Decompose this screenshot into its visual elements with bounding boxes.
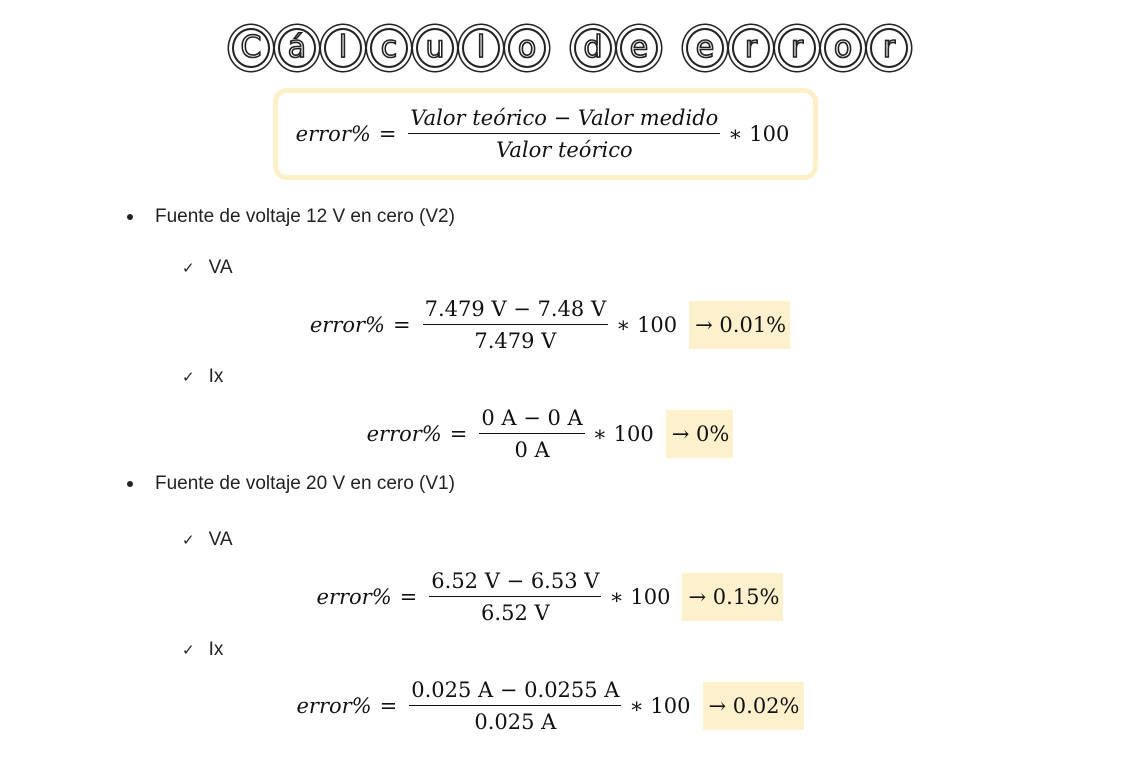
equation-lhs: error% [366, 422, 442, 446]
title-letter: e [686, 28, 724, 68]
equation: error% = 6.52 V − 6.53 V 6.52 V ∗ 100 → … [317, 569, 784, 625]
fraction-numerator: Valor teórico − Valor medido [408, 106, 721, 134]
times-100: ∗ 100 [616, 313, 678, 337]
check-icon: ✓ [182, 368, 195, 386]
title-letter: r [732, 28, 770, 68]
fraction: 7.479 V − 7.48 V 7.479 V [422, 297, 609, 353]
title-letter: e [620, 28, 658, 68]
title-word-2: d e [571, 28, 661, 68]
check-icon: ✓ [182, 531, 195, 549]
check-item: ✓ VA [182, 257, 233, 279]
title-letter: l [324, 28, 362, 68]
fraction: 6.52 V − 6.53 V 6.52 V [429, 569, 602, 625]
equals-sign: = [449, 422, 468, 446]
title-word-1: C á l c u l o [229, 28, 549, 68]
equation: error% = 0 A − 0 A 0 A ∗ 100 → 0% [367, 406, 734, 462]
equation-row: error% = 7.479 V − 7.48 V 7.479 V ∗ 100 … [0, 297, 1100, 353]
formula-lhs: error% [295, 122, 371, 146]
equals-sign: = [393, 313, 411, 337]
title-letter: l [462, 28, 500, 68]
fraction: 0 A − 0 A 0 A [479, 406, 585, 462]
formula-box: error% = Valor teórico − Valor medido Va… [273, 88, 818, 180]
section-label: Fuente de voltaje 20 V en cero (V1) [155, 473, 455, 494]
equation-lhs: error% [309, 313, 385, 337]
fraction-denominator: Valor teórico [496, 138, 633, 162]
bullet-dot-icon [127, 481, 133, 487]
title-letter: o [508, 28, 546, 68]
fraction-numerator: 7.479 V − 7.48 V [422, 297, 609, 325]
title-letter: á [278, 28, 316, 68]
check-icon: ✓ [182, 259, 195, 277]
fraction: Valor teórico − Valor medido Valor teóri… [408, 106, 721, 162]
equation: error% = 7.479 V − 7.48 V 7.479 V ∗ 100 … [309, 297, 791, 353]
title-letter: u [416, 28, 454, 68]
equation: error% = 0.025 A − 0.0255 A 0.025 A ∗ 10… [297, 678, 804, 734]
title-letter: c [370, 28, 408, 68]
equals-sign: = [378, 122, 397, 146]
section-label: Fuente de voltaje 12 V en cero (V2) [155, 206, 455, 227]
fraction-denominator: 0.025 A [474, 710, 557, 734]
fraction-denominator: 7.479 V [474, 329, 557, 353]
check-icon: ✓ [182, 641, 195, 659]
check-item: ✓ VA [182, 529, 233, 551]
section-bullet: Fuente de voltaje 12 V en cero (V2) [127, 206, 455, 228]
equation-row: error% = 0.025 A − 0.0255 A 0.025 A ∗ 10… [0, 678, 1100, 734]
equals-sign: = [379, 694, 398, 718]
check-item-label: Ix [208, 639, 224, 660]
fraction-numerator: 6.52 V − 6.53 V [429, 569, 602, 597]
fraction-numerator: 0 A − 0 A [479, 406, 585, 434]
check-item-label: VA [208, 529, 233, 550]
check-item: ✓ Ix [182, 639, 223, 661]
general-formula: error% = Valor teórico − Valor medido Va… [296, 106, 796, 162]
equation-lhs: error% [296, 694, 372, 718]
check-item: ✓ Ix [182, 366, 223, 388]
title-letter: C [232, 28, 270, 68]
page-title: C á l c u l o d e e r r o r [0, 28, 1140, 68]
bullet-dot-icon [127, 214, 133, 220]
result-highlight: → 0.02% [702, 682, 804, 730]
equation-row: error% = 6.52 V − 6.53 V 6.52 V ∗ 100 → … [0, 569, 1100, 625]
result-highlight: → 0% [665, 410, 734, 458]
times-100: ∗ 100 [629, 694, 691, 718]
check-item-label: Ix [208, 366, 224, 387]
result-highlight: → 0.15% [682, 573, 784, 621]
result-highlight: → 0.01% [689, 301, 791, 349]
times-100: ∗ 100 [609, 585, 671, 609]
times-100: ∗ 100 [728, 122, 790, 146]
title-letter: r [870, 28, 908, 68]
equation-lhs: error% [316, 585, 392, 609]
fraction-numerator: 0.025 A − 0.0255 A [409, 678, 622, 706]
times-100: ∗ 100 [592, 422, 654, 446]
title-letter: r [778, 28, 816, 68]
section-bullet: Fuente de voltaje 20 V en cero (V1) [127, 473, 455, 495]
title-letter: d [574, 28, 612, 68]
equation-row: error% = 0 A − 0 A 0 A ∗ 100 → 0% [0, 406, 1100, 462]
title-letter: o [824, 28, 862, 68]
fraction-denominator: 6.52 V [481, 601, 550, 625]
fraction-denominator: 0 A [514, 438, 550, 462]
title-word-3: e r r o r [683, 28, 911, 68]
equals-sign: = [399, 585, 418, 609]
check-item-label: VA [208, 257, 233, 278]
fraction: 0.025 A − 0.0255 A 0.025 A [409, 678, 622, 734]
